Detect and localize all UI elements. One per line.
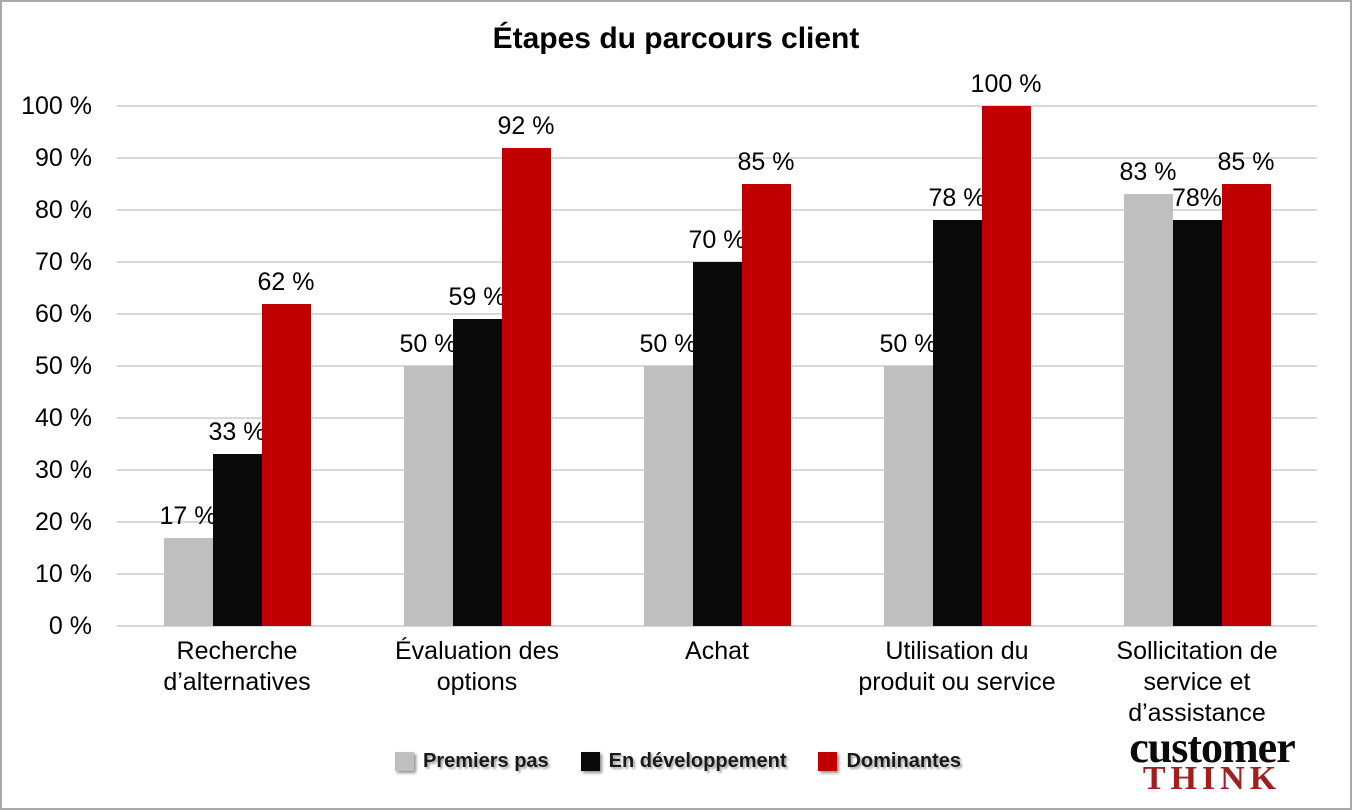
bar-group: 17 % 33 % 62 %: [117, 106, 357, 626]
bar-dominantes: 100 %: [971, 70, 1041, 626]
bar-premiers-pas: 50 %: [400, 330, 456, 626]
plot-area: 17 % 33 % 62 % 50 % 59 % 92 % 50 % 70 % 85 % 50 %…: [117, 70, 1317, 627]
customerthink-logo: customer THINK: [1122, 723, 1302, 797]
bar-value-label: 85 %: [1217, 148, 1275, 176]
y-axis: 0 % 10 % 20 % 30 % 40 % 50 % 60 % 70 % 80 % 90 % 1…: [2, 92, 100, 640]
bar-value-label: 70 %: [688, 226, 746, 254]
bar-rect: [212, 454, 262, 626]
gridline: [117, 625, 1317, 627]
y-tick-label: 80 %: [35, 196, 92, 224]
gridline: [117, 157, 1317, 159]
bar-group: 50 % 78 % 100 %: [837, 70, 1077, 626]
bar-en-d-veloppement: 33 %: [209, 418, 265, 626]
legend-label: En développement: [608, 750, 787, 772]
bar-value-label: 50 %: [639, 330, 697, 358]
x-axis: Recherche d’alternatives Évaluation des o…: [117, 636, 1317, 729]
y-tick-label: 60 %: [35, 300, 92, 328]
gridline: [117, 209, 1317, 211]
legend-swatch-icon: [818, 752, 838, 771]
y-tick-label: 70 %: [35, 248, 92, 276]
bar-dominantes: 85 %: [1218, 148, 1274, 626]
bar-value-label: 62 %: [257, 267, 315, 296]
bar-value-label: 100 %: [970, 70, 1042, 98]
x-category-label: Utilisation du produit ou service: [858, 637, 1056, 696]
y-tick-label: 90 %: [35, 144, 92, 172]
bar-rect: [932, 220, 982, 626]
bar-rect: [452, 319, 502, 626]
bar-value-label: 33 %: [208, 418, 266, 447]
bar-rect: [163, 537, 213, 626]
bar-premiers-pas: 83 %: [1120, 158, 1176, 626]
bar-value-label: 17 %: [159, 501, 217, 530]
bar-rect: [692, 262, 742, 626]
y-tick-label: 50 %: [35, 352, 92, 380]
bar-group: 50 % 70 % 85 %: [597, 106, 837, 626]
bar-premiers-pas: 17 %: [160, 502, 216, 626]
bar-en-d-veloppement: 78 %: [929, 184, 985, 626]
legend-item: Dominantes: [818, 750, 961, 773]
x-category-label: Évaluation des options: [394, 637, 559, 696]
legend-swatch-icon: [580, 752, 600, 771]
y-tick-label: 20 %: [35, 508, 92, 536]
bar-rect: [261, 303, 311, 626]
x-category-label: Achat: [685, 637, 749, 665]
bar-rect: [643, 366, 693, 626]
bar-value-label: 50 %: [399, 330, 457, 358]
bar-rect: [1172, 220, 1222, 626]
bar-dominantes: 62 %: [258, 268, 314, 626]
bar-dominantes: 92 %: [498, 112, 554, 626]
legend-swatch-icon: [395, 752, 415, 771]
legend-item: En développement: [580, 750, 787, 773]
legend: Premiers pas En développement Dominantes: [2, 750, 1350, 773]
y-tick-label: 100 %: [21, 92, 92, 120]
bar-value-label: 78 %: [928, 184, 986, 213]
bar-value-label: 83 %: [1119, 158, 1177, 187]
bar-rect: [501, 147, 551, 626]
y-tick-label: 40 %: [35, 404, 92, 432]
logo-think-text: THINK: [1142, 760, 1282, 797]
bar-group: 83 % 78% 85 %: [1077, 106, 1317, 626]
bar-value-label: 92 %: [497, 111, 555, 140]
bar-dominantes: 85 %: [738, 148, 794, 626]
bar-value-label: 78%: [1171, 184, 1223, 213]
bar-value-label: 59 %: [448, 283, 506, 312]
bar-value-label: 50 %: [879, 330, 937, 358]
bar-value-label: 85 %: [737, 148, 795, 176]
bar-premiers-pas: 50 %: [880, 330, 936, 626]
chart-title: Étapes du parcours client: [492, 22, 860, 55]
bar-rect: [981, 106, 1031, 626]
bar-en-d-veloppement: 70 %: [689, 226, 745, 626]
gridline: [117, 105, 1317, 107]
bar-rect: [1123, 194, 1173, 626]
logo-customer-text: customer: [1129, 723, 1296, 772]
bar-rect: [1221, 184, 1271, 626]
bar-en-d-veloppement: 59 %: [449, 283, 505, 626]
x-category-label: Sollicitation de service et d’assistance: [1116, 637, 1278, 727]
bar-premiers-pas: 50 %: [640, 330, 696, 626]
bar-rect: [741, 184, 791, 626]
y-tick-label: 0 %: [48, 612, 92, 640]
legend-label: Premiers pas: [423, 750, 549, 772]
bar-rect: [883, 366, 933, 626]
bar-rect: [403, 366, 453, 626]
y-tick-label: 10 %: [35, 560, 92, 588]
legend-item: Premiers pas: [395, 750, 549, 773]
bar-en-d-veloppement: 78%: [1172, 184, 1222, 626]
x-category-label: Recherche d’alternatives: [163, 637, 311, 696]
bar-group: 50 % 59 % 92 %: [357, 106, 597, 626]
legend-label: Dominantes: [846, 750, 961, 772]
y-tick-label: 30 %: [35, 456, 92, 484]
